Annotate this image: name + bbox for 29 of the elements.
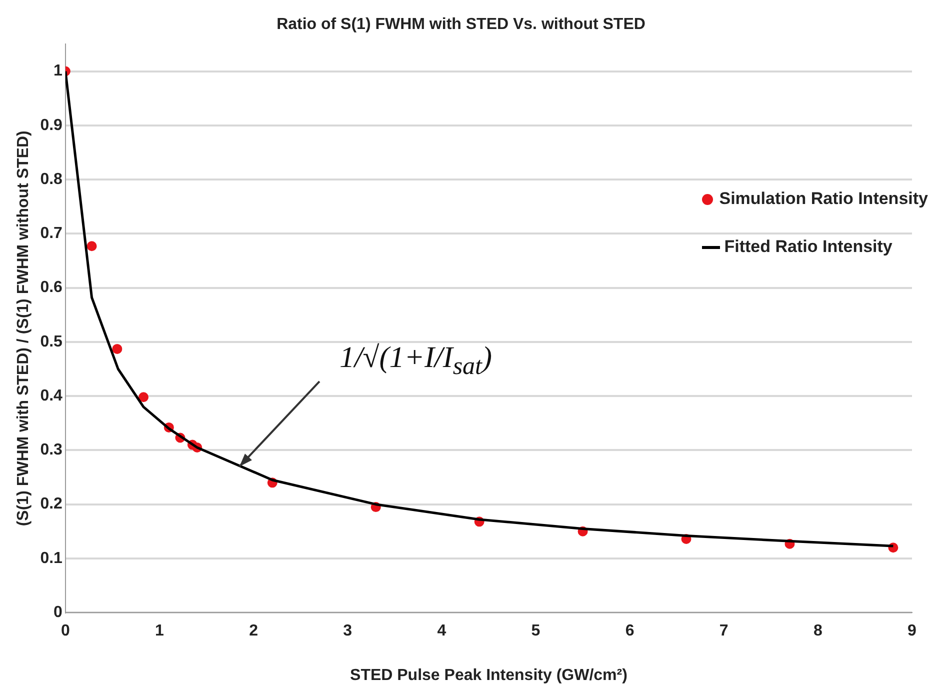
y-tick-label: 0.6 (40, 279, 63, 296)
y-tick-label: 0.3 (40, 442, 63, 459)
y-tick-label: 0 (54, 604, 63, 622)
x-tick-label: 1 (155, 622, 164, 640)
y-tick-label: 0.4 (40, 387, 63, 404)
x-tick-label: 9 (908, 622, 917, 640)
y-tick-label: 0.1 (40, 550, 63, 567)
y-tick-label: 0.2 (40, 496, 63, 513)
x-tick-label: 6 (625, 622, 634, 640)
legend-label: Simulation Ratio Intensity (719, 189, 928, 210)
x-axis-title: STED Pulse Peak Intensity (GW/cm²) (350, 666, 628, 684)
y-tick-label: 0.5 (40, 333, 63, 350)
x-tick-label: 3 (343, 622, 352, 640)
x-tick-label: 2 (249, 622, 258, 640)
y-tick-label: 0.8 (40, 170, 63, 188)
x-tick-label: 7 (719, 622, 728, 640)
y-tick-label: 1 (54, 62, 63, 80)
x-tick-label: 4 (437, 622, 446, 640)
annotation: 1/√(1+I/I$_{sat}$) (339, 341, 492, 382)
point (112, 344, 122, 354)
x-tick-label: 5 (531, 622, 540, 640)
chart-title: Ratio of S(1) FWHM with STED Vs. without STED (276, 16, 646, 34)
point (86, 241, 97, 252)
y-tick-label: 0.9 (40, 116, 63, 134)
legend-label: Fitted Ratio Intensity (724, 237, 892, 258)
y-tick-label: 0.7 (40, 225, 63, 242)
y-axis-title: (S(1) FWHM with STED) / (S(1) FWHM without STED) (15, 130, 32, 526)
x-tick-label: 8 (813, 622, 822, 640)
point (138, 392, 149, 402)
